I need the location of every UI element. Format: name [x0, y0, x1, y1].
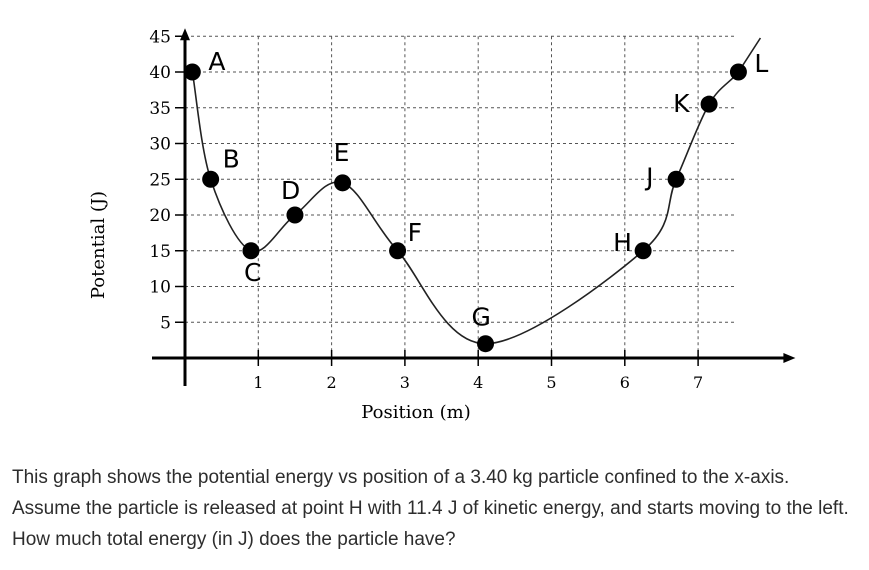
point-label-f: F: [408, 218, 422, 247]
point-a: [183, 63, 201, 81]
potential-curve: [189, 37, 762, 345]
y-axis-arrow: [180, 28, 190, 41]
question-text: This graph shows the potential energy vs…: [12, 467, 849, 550]
point-d: [286, 206, 304, 224]
point-label-h: H: [613, 228, 632, 257]
point-e: [334, 174, 352, 192]
x-axis-arrow: [783, 353, 796, 363]
y-tick-label-40: 40: [149, 63, 171, 83]
x-tick-label-5: 5: [546, 373, 556, 392]
point-label-d: D: [281, 176, 300, 205]
point-label-e: E: [334, 138, 350, 167]
y-axis-title: Potential (J): [88, 191, 109, 299]
point-b: [202, 170, 220, 188]
potential-energy-chart: 5 10 15 20 25 30 35 40 45 1 2 3 4 5 6 7 Position (m) Pote…: [88, 27, 796, 423]
point-g: [477, 335, 495, 353]
point-h: [634, 242, 652, 260]
x-tick-label-2: 2: [327, 373, 337, 392]
x-tick-label-1: 1: [253, 373, 263, 392]
y-tick-label-20: 20: [149, 206, 171, 226]
point-k: [700, 95, 718, 113]
point-label-b: B: [223, 144, 240, 173]
y-tick-label-15: 15: [149, 242, 171, 262]
y-tick-label-10: 10: [149, 278, 171, 298]
point-label-l: L: [754, 49, 768, 78]
y-tick-label-5: 5: [160, 313, 171, 333]
x-tick-label-3: 3: [400, 373, 410, 392]
y-tick-label-30: 30: [149, 135, 171, 155]
x-tick-label-7: 7: [693, 373, 703, 392]
point-c: [242, 242, 260, 260]
point-label-k: K: [673, 89, 690, 118]
point-label-g: G: [472, 303, 491, 332]
point-label-j: J: [644, 162, 653, 191]
point-label-a: A: [208, 47, 225, 76]
x-tick-label-6: 6: [620, 373, 630, 392]
y-tick-label-25: 25: [149, 170, 171, 190]
y-tick-label-35: 35: [149, 99, 171, 119]
point-label-c: C: [244, 258, 261, 287]
x-axis-title: Position (m): [361, 402, 470, 423]
x-tick-label-4: 4: [473, 373, 483, 392]
point-l: [729, 63, 747, 81]
y-tick-label-45: 45: [149, 27, 171, 47]
point-f: [389, 242, 407, 260]
point-j: [667, 170, 685, 188]
